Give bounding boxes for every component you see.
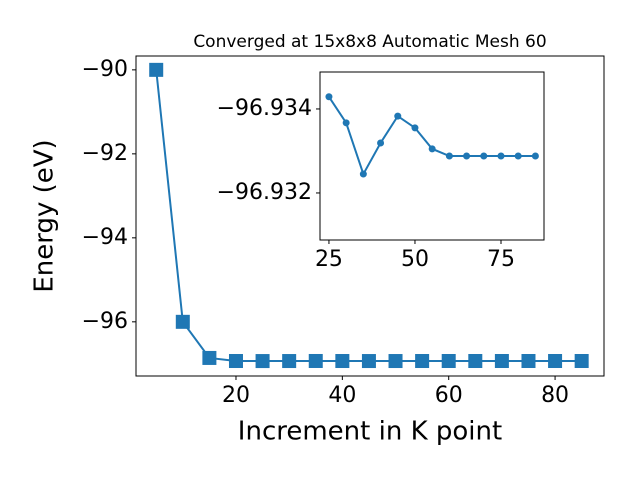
- marker: [411, 124, 419, 132]
- marker: [335, 354, 350, 369]
- marker: [342, 119, 350, 127]
- marker: [521, 354, 536, 369]
- y-tick-label: −94: [82, 225, 128, 250]
- marker: [574, 354, 589, 369]
- x-tick-label: 25: [315, 247, 343, 272]
- marker: [531, 152, 539, 160]
- x-tick-label: 40: [328, 383, 356, 408]
- marker: [394, 112, 402, 120]
- x-tick-label: 80: [541, 383, 569, 408]
- marker: [282, 354, 297, 369]
- marker: [202, 350, 217, 365]
- y-axis-label: Energy (eV): [30, 139, 60, 292]
- marker: [255, 354, 270, 369]
- x-tick-label: 60: [435, 383, 463, 408]
- y-tick-label: −96.934: [217, 96, 312, 121]
- marker: [361, 354, 376, 369]
- marker: [415, 354, 430, 369]
- marker: [441, 354, 456, 369]
- marker: [463, 152, 471, 160]
- marker: [359, 170, 367, 178]
- x-tick-label: 20: [222, 383, 250, 408]
- marker: [514, 152, 522, 160]
- marker: [494, 354, 509, 369]
- marker: [428, 145, 436, 153]
- y-tick-label: −96: [82, 309, 128, 334]
- marker: [445, 152, 453, 160]
- marker: [325, 93, 333, 101]
- marker: [175, 314, 190, 329]
- x-axis-label: Increment in K point: [238, 417, 502, 447]
- marker: [308, 353, 323, 368]
- marker: [480, 152, 488, 160]
- x-tick-label: 50: [401, 247, 429, 272]
- marker: [388, 354, 403, 369]
- x-tick-label: 75: [487, 247, 515, 272]
- marker: [228, 354, 243, 369]
- marker: [468, 354, 483, 369]
- chart-title: Converged at 15x8x8 Automatic Mesh 60: [193, 32, 546, 52]
- y-tick-label: −96.932: [217, 180, 312, 205]
- marker: [497, 152, 505, 160]
- marker: [377, 139, 385, 147]
- y-tick-label: −90: [82, 57, 128, 82]
- marker: [149, 62, 164, 77]
- y-tick-label: −92: [82, 141, 128, 166]
- marker: [548, 354, 563, 369]
